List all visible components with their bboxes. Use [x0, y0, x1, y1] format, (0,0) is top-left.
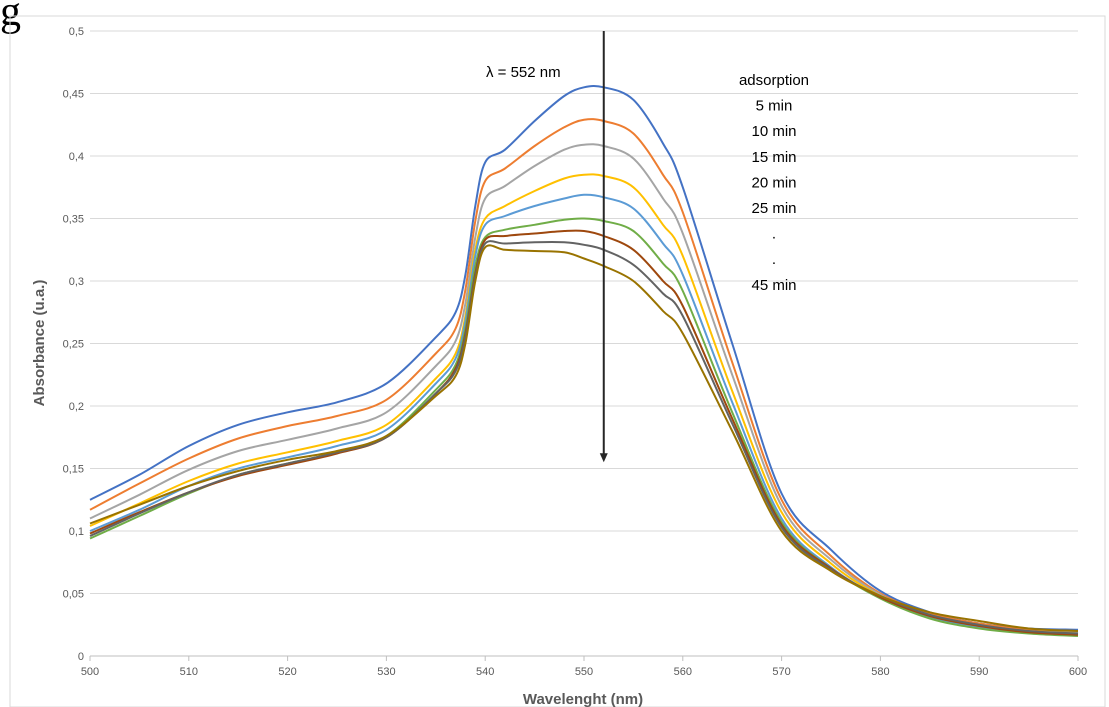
time-label: . [772, 251, 776, 268]
series-line-7 [89, 229, 1079, 636]
arrow-head [599, 453, 608, 463]
time-label: . [772, 226, 776, 243]
x-axis-title: Wavelenght (nm) [523, 691, 643, 707]
y-tick-label: 0,5 [69, 26, 84, 38]
time-label: 45 min [751, 277, 796, 294]
y-tick-label: 0,15 [63, 464, 84, 476]
time-label: 5 min [756, 98, 793, 115]
series-line-9 [89, 244, 1079, 632]
y-tick-label: 0,25 [63, 339, 84, 351]
y-tick-label: 0,2 [69, 401, 84, 413]
annotations: λ = 552 nm adsorption 5 min 10 min 15 min 20 … [486, 64, 809, 294]
y-tick-label: 0,3 [69, 276, 84, 288]
series-line-2 [89, 118, 1079, 632]
time-label: 25 min [751, 200, 796, 217]
x-tick-label: 560 [674, 666, 692, 678]
time-label: 10 min [751, 123, 796, 140]
y-tick-label: 0,1 [69, 526, 84, 538]
y-tick-label: 0,4 [69, 151, 84, 163]
x-tick-label: 520 [278, 666, 296, 678]
y-axis-title: Absorbance (u.a.) [31, 280, 48, 407]
series-group [89, 84, 1079, 637]
x-tick-label: 550 [575, 666, 593, 678]
x-tick-label: 580 [871, 666, 889, 678]
series-line-5 [89, 193, 1079, 636]
y-tick-label: 0,35 [63, 214, 84, 226]
x-axis: 500 510 520 530 540 550 560 570 580 590 600 [81, 655, 1087, 678]
y-tick-label: 0 [78, 651, 84, 663]
lambda-label: λ = 552 nm [486, 64, 561, 81]
series-line-4 [89, 173, 1079, 635]
time-label: 20 min [751, 174, 796, 191]
series-line-3 [89, 143, 1079, 634]
x-tick-label: 590 [970, 666, 988, 678]
x-tick-label: 500 [81, 666, 99, 678]
chart-border [9, 15, 1106, 707]
y-tick-label: 0,45 [63, 89, 84, 101]
time-label: adsorption [739, 72, 809, 89]
x-tick-label: 540 [476, 666, 494, 678]
y-axis: 0 0,05 0,1 0,15 0,2 0,25 0,3 0,35 0,4 0,45 0,5 [63, 26, 84, 663]
x-tick-label: 510 [180, 666, 198, 678]
series-line-1 [89, 84, 1079, 631]
x-tick-label: 530 [377, 666, 395, 678]
x-tick-label: 600 [1069, 666, 1087, 678]
series-line-8 [89, 240, 1079, 635]
time-label: 15 min [751, 149, 796, 166]
arrow-group [599, 31, 608, 463]
x-tick-label: 570 [772, 666, 790, 678]
y-tick-label: 0,05 [63, 589, 84, 601]
grid [90, 30, 1078, 657]
